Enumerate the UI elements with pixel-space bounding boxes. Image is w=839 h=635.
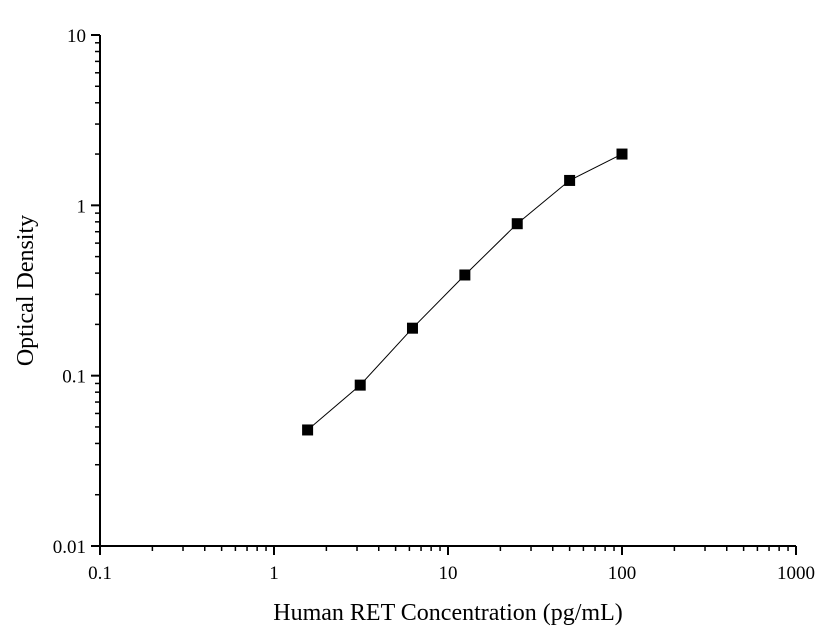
x-tick-label: 1	[269, 563, 279, 584]
y-tick-label: 1	[77, 196, 87, 217]
series-layer	[302, 148, 628, 436]
x-axis-title: Human RET Concentration (pg/mL)	[273, 600, 623, 626]
y-tick-label: 0.1	[62, 367, 86, 388]
x-axis-ticks: 0.1 1 10 100 1000	[88, 546, 815, 584]
y-axis-title: Optical Density	[13, 215, 39, 366]
data-point	[406, 322, 418, 334]
data-point	[511, 218, 523, 230]
x-tick-label: 0.1	[88, 563, 112, 584]
axes	[99, 35, 796, 547]
y-axis-ticks: 0.01 0.1 1 10	[53, 26, 100, 558]
data-point	[354, 379, 366, 391]
data-point	[459, 269, 471, 281]
x-tick-label: 1000	[777, 563, 815, 584]
y-tick-label: 0.01	[53, 537, 86, 558]
data-point	[302, 424, 314, 436]
x-tick-label: 100	[608, 563, 637, 584]
x-tick-label: 10	[439, 563, 458, 584]
y-tick-label: 10	[67, 26, 86, 47]
data-point	[564, 174, 576, 186]
data-point	[616, 148, 628, 160]
